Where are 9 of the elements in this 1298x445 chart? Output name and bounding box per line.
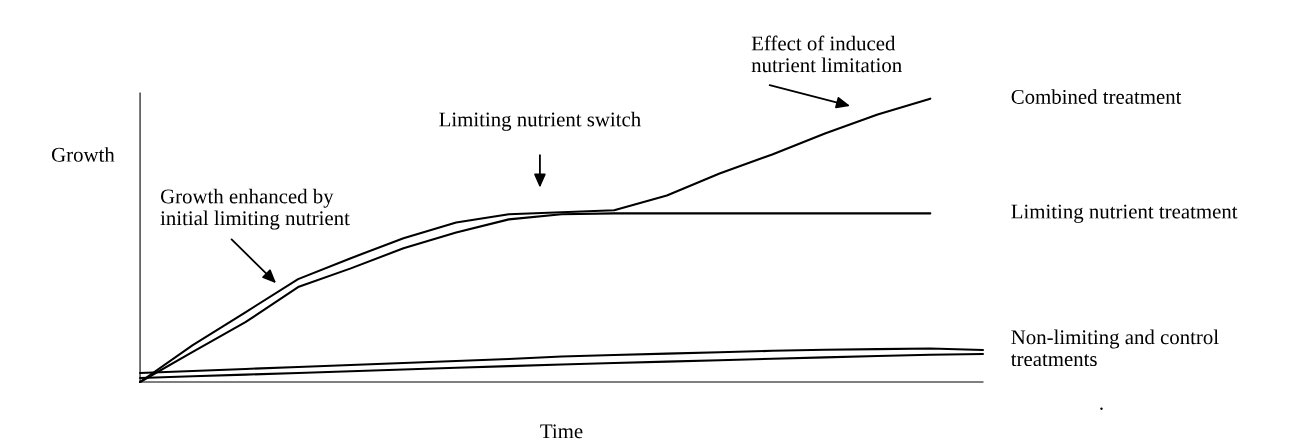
text: Effect of induced nutrient limitation bbox=[751, 35, 902, 73]
text: Limiting nutrient treatment bbox=[1011, 204, 1238, 223]
text: Combined treatment bbox=[1011, 89, 1182, 104]
y-axis-title: Growth bbox=[51, 147, 115, 162]
text: . bbox=[1100, 407, 1103, 410]
annotation: Growth enhanced by initial limiting nutrient bbox=[160, 188, 350, 230]
x-axis-title: Time bbox=[540, 424, 583, 439]
series-label: Non-limiting and control treatments bbox=[1010, 329, 1219, 367]
annotation: Limiting nutrient switch bbox=[439, 111, 641, 131]
